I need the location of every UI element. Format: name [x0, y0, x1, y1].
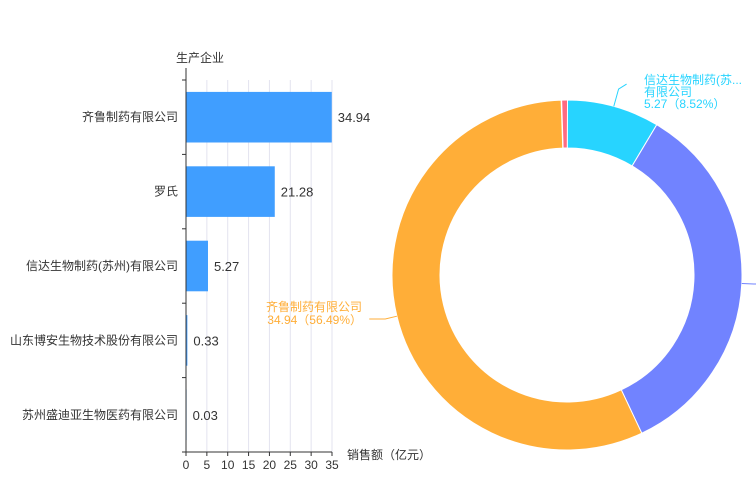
donut-slices [391, 99, 743, 451]
bar-value-label: 21.28 [281, 185, 314, 200]
y-category-label: 齐鲁制药有限公司 [82, 109, 178, 124]
bar-series [186, 91, 332, 441]
x-tick-label: 15 [242, 458, 256, 472]
x-tick-label: 10 [221, 458, 235, 472]
bar-value-label: 5.27 [214, 259, 239, 274]
bar-value-label: 34.94 [338, 110, 371, 125]
donut-slice-label: 5.27（8.52%） [644, 97, 725, 111]
x-axis-title: 销售额（亿元） [347, 447, 431, 462]
y-category-label: 罗氏 [154, 185, 178, 199]
donut-label-line [369, 315, 398, 320]
y-category-label: 信达生物制药(苏州)有限公司 [26, 259, 178, 273]
bar [186, 240, 208, 292]
donut-slice [620, 124, 743, 434]
bar-value-label: 0.03 [193, 408, 218, 423]
x-tick-label: 20 [263, 458, 277, 472]
bar [186, 166, 275, 217]
donut-slice-label: 齐鲁制药有限公司 [266, 299, 362, 314]
x-tick-label: 35 [325, 458, 339, 472]
y-axis-title: 生产企业 [176, 50, 224, 65]
donut-label-line [613, 83, 627, 107]
bar-value-label: 0.33 [193, 333, 218, 348]
x-tick-label: 5 [204, 458, 211, 472]
bar-labels: 齐鲁制药有限公司 34.94 罗氏 21.28 信达生物制药(苏州)有限公司 5.27 山东… [10, 109, 370, 423]
x-tick-label: 30 [304, 458, 318, 472]
donut-slice-label: 34.94（56.49%） [267, 313, 362, 327]
y-category-label: 山东博安生物技术股份有限公司 [10, 332, 178, 347]
donut-label-line [741, 282, 756, 285]
donut-slice [391, 99, 643, 451]
bar [186, 315, 188, 366]
x-tick-label: 25 [284, 458, 298, 472]
donut-slice-label: 信达生物制药(苏... [644, 73, 742, 87]
y-category-label: 苏州盛迪亚生物医药有限公司 [22, 407, 178, 422]
donut-slice-label: 有限公司 [644, 85, 692, 99]
bar [186, 91, 332, 143]
x-tick-label: 0 [183, 458, 190, 472]
